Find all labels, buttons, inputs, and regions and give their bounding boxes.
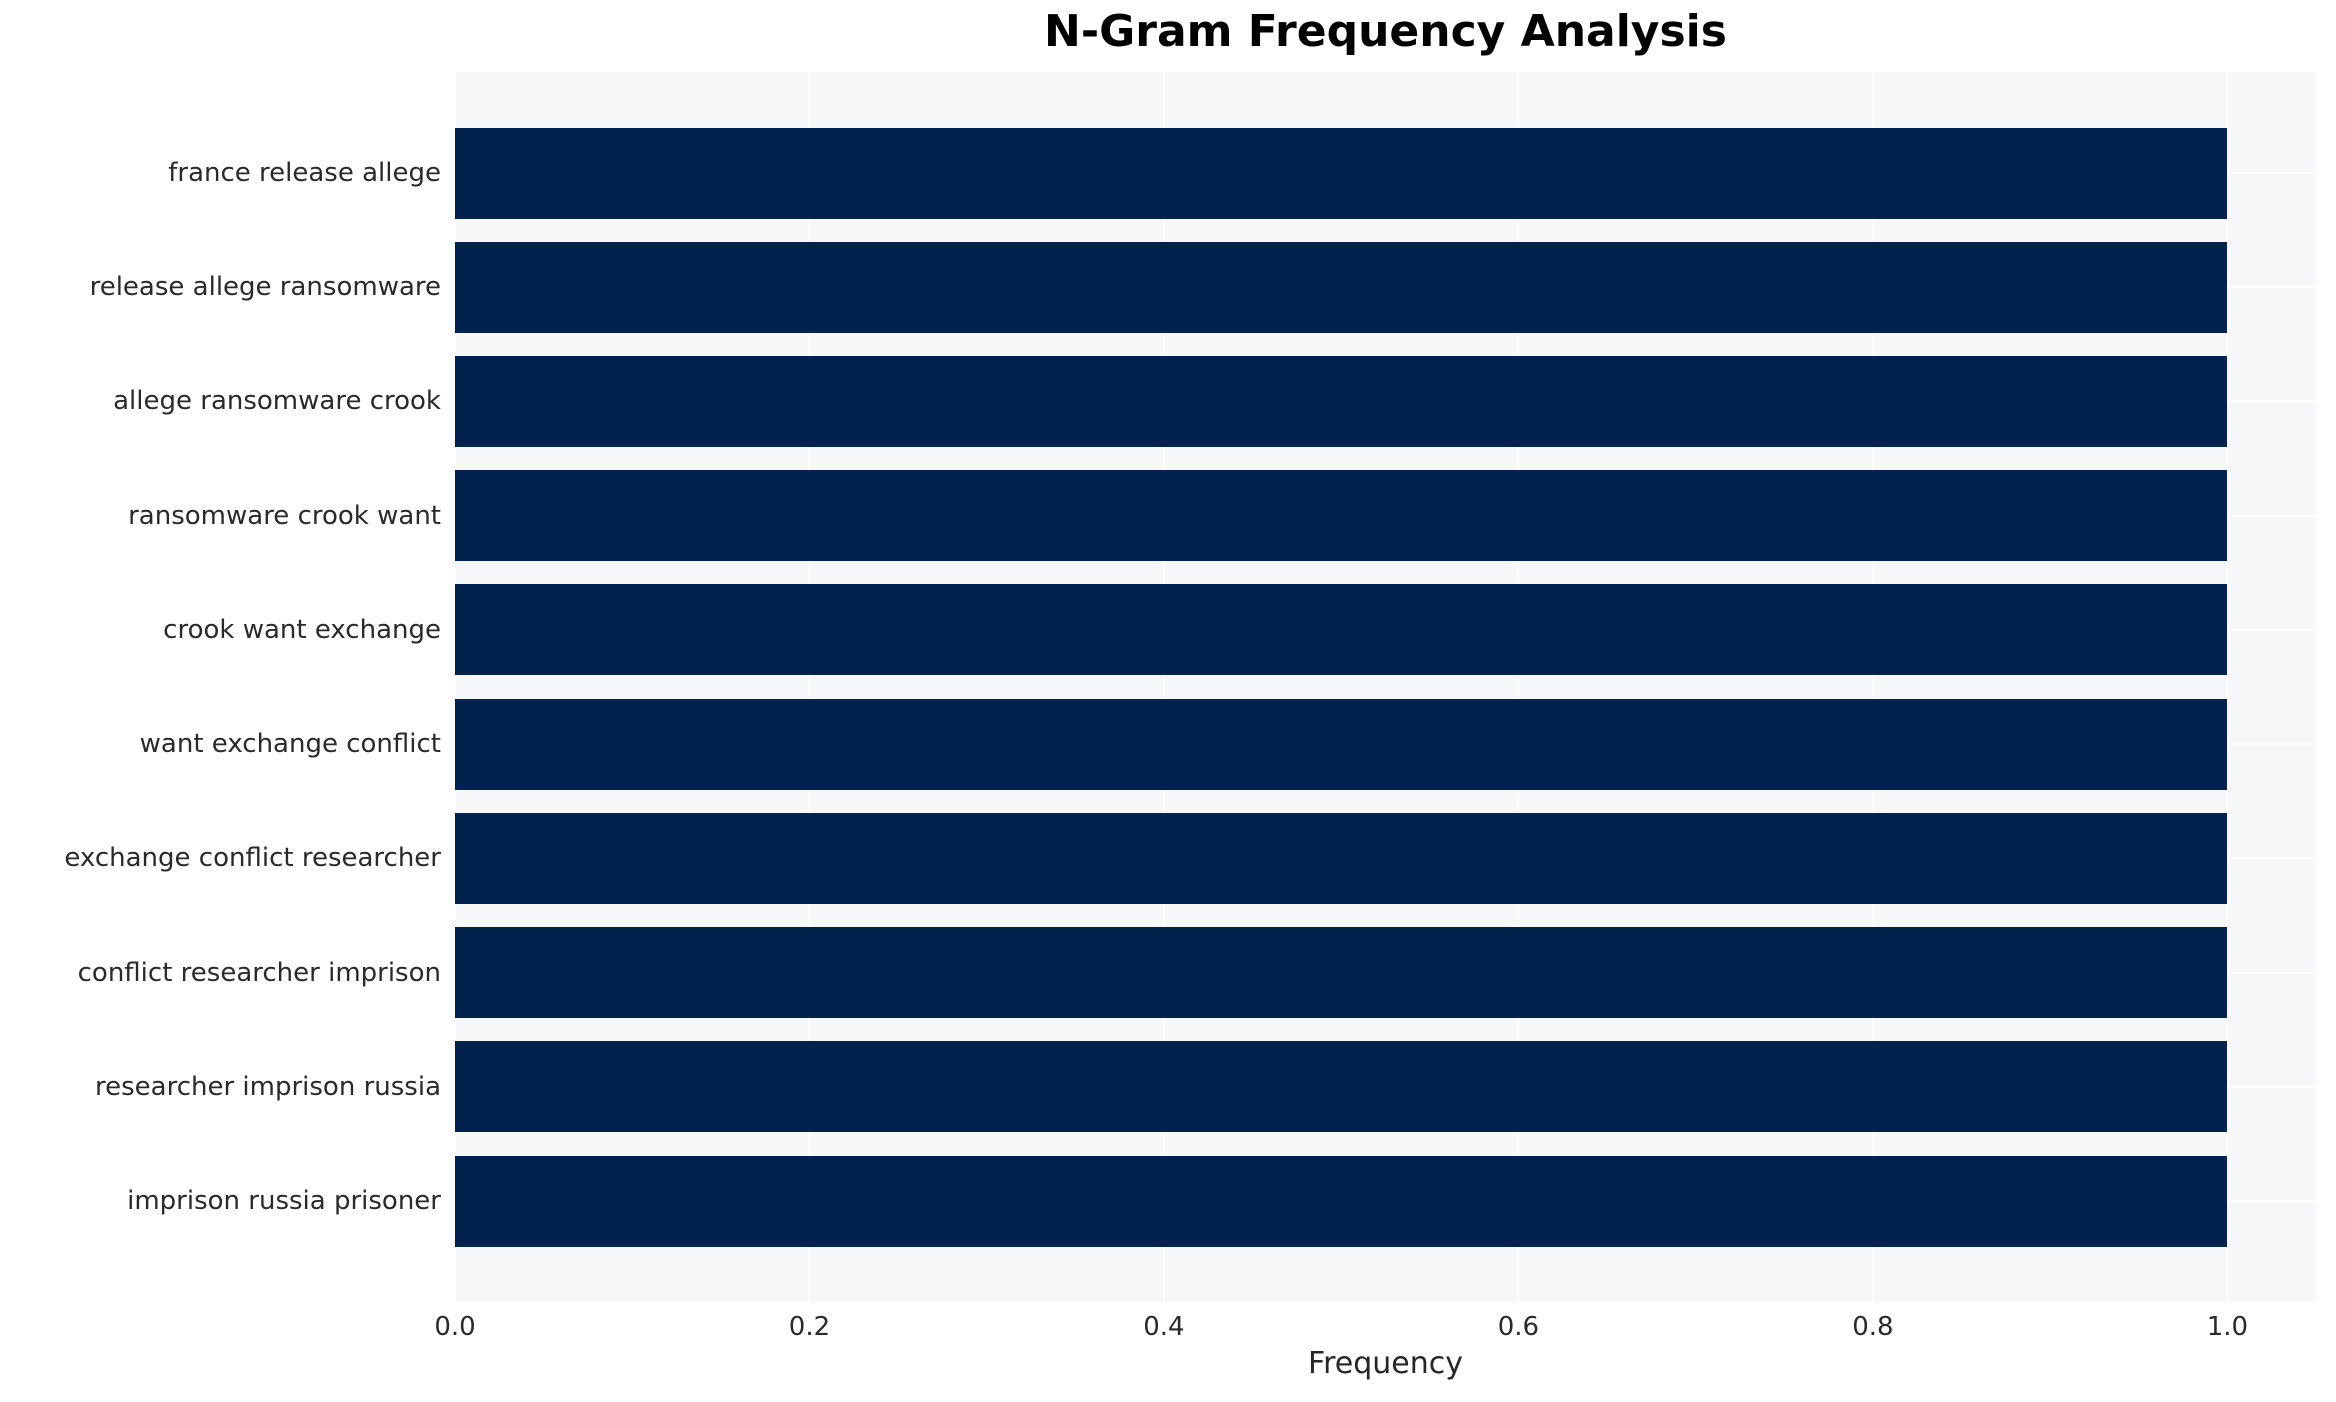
bar <box>455 355 2228 447</box>
bar <box>455 470 2228 562</box>
bar <box>455 584 2228 676</box>
gridline-vertical <box>1162 72 1165 1302</box>
x-tick-label: 1.0 <box>2206 1312 2249 1342</box>
plot-area <box>454 72 2316 1302</box>
y-tick-label: release allege ransomware <box>89 272 441 303</box>
y-tick-label: allege ransomware crook <box>113 386 441 417</box>
bar <box>455 812 2228 904</box>
x-tick-label: 0.8 <box>1852 1312 1894 1342</box>
chart-title: N-Gram Frequency Analysis <box>1044 6 1727 57</box>
gridline-vertical <box>1871 72 1874 1302</box>
y-tick-label: exchange conflict researcher <box>64 843 441 874</box>
x-tick-label: 0.0 <box>434 1312 476 1342</box>
y-tick-label: imprison russia prisoner <box>127 1186 441 1216</box>
bar <box>455 1041 2228 1133</box>
gridline-vertical <box>1517 72 1520 1302</box>
bar <box>455 698 2228 790</box>
x-tick-label: 0.4 <box>1143 1312 1185 1342</box>
y-tick-label: researcher imprison russia <box>94 1071 441 1102</box>
y-tick-label: want exchange conflict <box>139 729 441 760</box>
bar <box>455 927 2228 1019</box>
bar <box>455 127 2228 219</box>
y-tick-label: ransomware crook want <box>128 500 441 531</box>
gridline-vertical <box>2226 72 2229 1302</box>
x-axis-title: Frequency <box>1308 1346 1463 1381</box>
y-tick-label: crook want exchange <box>163 614 441 645</box>
x-tick-label: 0.2 <box>788 1312 831 1342</box>
gridline-vertical <box>808 72 811 1302</box>
y-tick-label: france release allege <box>168 158 441 188</box>
x-tick-label: 0.6 <box>1497 1312 1540 1342</box>
gridline-vertical <box>454 72 456 1302</box>
bar <box>455 1155 2228 1247</box>
bar <box>455 241 2228 333</box>
y-tick-label: conflict researcher imprison <box>77 957 441 988</box>
